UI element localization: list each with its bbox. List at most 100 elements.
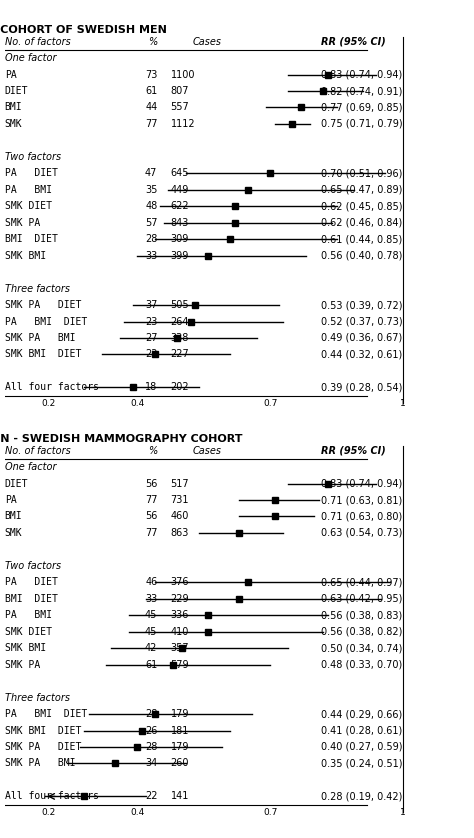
Text: PA   BMI  DIET: PA BMI DIET (5, 709, 87, 719)
Text: 0.56 (0.38, 0.82): 0.56 (0.38, 0.82) (321, 627, 402, 637)
Text: 61: 61 (145, 86, 157, 96)
Text: %: % (148, 446, 157, 456)
Text: 33: 33 (145, 594, 157, 604)
Text: Two factors: Two factors (5, 152, 61, 162)
Text: SMK PA: SMK PA (5, 660, 40, 670)
Text: 0.48 (0.33, 0.70): 0.48 (0.33, 0.70) (321, 660, 402, 670)
Text: SMK PA   DIET: SMK PA DIET (5, 742, 81, 752)
Text: Three factors: Three factors (5, 692, 70, 702)
Text: 410: 410 (171, 627, 189, 637)
Text: %: % (148, 37, 157, 47)
Text: 579: 579 (171, 660, 189, 670)
Text: 731: 731 (171, 495, 189, 505)
Text: SMK: SMK (5, 119, 22, 129)
Text: 0.62 (0.46, 0.84): 0.62 (0.46, 0.84) (321, 218, 402, 228)
Text: One factor: One factor (5, 462, 56, 472)
Text: 0.65 (0.47, 0.89): 0.65 (0.47, 0.89) (321, 185, 402, 194)
Text: 77: 77 (145, 528, 157, 538)
Text: 23: 23 (145, 317, 157, 327)
Text: 181: 181 (171, 726, 189, 736)
Text: 46: 46 (145, 577, 157, 587)
Text: 357: 357 (171, 644, 189, 653)
Text: 1: 1 (400, 399, 406, 408)
Text: SMK DIET: SMK DIET (5, 627, 52, 637)
Text: PA   BMI: PA BMI (5, 610, 52, 620)
Text: 77: 77 (145, 495, 157, 505)
Text: 0.83 (0.74, 0.94): 0.83 (0.74, 0.94) (321, 70, 402, 80)
Text: 309: 309 (171, 234, 189, 244)
Text: 22: 22 (145, 791, 157, 801)
Text: 0.71 (0.63, 0.81): 0.71 (0.63, 0.81) (321, 495, 402, 505)
Text: 48: 48 (145, 201, 157, 211)
Text: DIET: DIET (5, 86, 28, 96)
Text: 22: 22 (145, 349, 157, 360)
Text: PA: PA (5, 70, 17, 80)
Text: All four factors: All four factors (5, 791, 99, 801)
Text: SMK PA   DIET: SMK PA DIET (5, 300, 81, 310)
Text: 399: 399 (171, 251, 189, 261)
Text: 28: 28 (145, 234, 157, 244)
Text: 0.52 (0.37, 0.73): 0.52 (0.37, 0.73) (321, 317, 403, 327)
Text: SMK PA   BMI: SMK PA BMI (5, 758, 75, 768)
Text: 264: 264 (171, 317, 189, 327)
Text: 622: 622 (171, 201, 189, 211)
Text: BMI  DIET: BMI DIET (5, 234, 58, 244)
Text: PA   DIET: PA DIET (5, 168, 58, 178)
Text: 0.56 (0.40, 0.78): 0.56 (0.40, 0.78) (321, 251, 402, 261)
Text: 61: 61 (145, 660, 157, 670)
Text: 1100: 1100 (171, 70, 195, 80)
Text: BMI: BMI (5, 511, 22, 521)
Text: 0.75 (0.71, 0.79): 0.75 (0.71, 0.79) (321, 119, 403, 129)
Text: 56: 56 (145, 511, 157, 521)
Text: 229: 229 (171, 594, 189, 604)
Text: SMK BMI  DIET: SMK BMI DIET (5, 726, 81, 736)
Text: 18: 18 (145, 382, 157, 392)
Text: 0.44 (0.29, 0.66): 0.44 (0.29, 0.66) (321, 709, 402, 719)
Text: 0.77 (0.69, 0.85): 0.77 (0.69, 0.85) (321, 102, 402, 112)
Text: SMK DIET: SMK DIET (5, 201, 52, 211)
Text: 57: 57 (145, 218, 157, 228)
Text: 0.44 (0.32, 0.61): 0.44 (0.32, 0.61) (321, 349, 402, 360)
Text: 0.65 (0.44, 0.97): 0.65 (0.44, 0.97) (321, 577, 402, 587)
Text: Cases: Cases (193, 37, 222, 47)
Text: 45: 45 (145, 627, 157, 637)
Text: DIET: DIET (5, 478, 28, 489)
Text: 0.35 (0.24, 0.51): 0.35 (0.24, 0.51) (321, 758, 402, 768)
Text: 0.83 (0.74, 0.94): 0.83 (0.74, 0.94) (321, 478, 402, 489)
Text: 376: 376 (171, 577, 189, 587)
Text: 227: 227 (171, 349, 190, 360)
Text: 179: 179 (171, 709, 189, 719)
Text: 449: 449 (171, 185, 189, 194)
Text: 1112: 1112 (171, 119, 195, 129)
Text: 0.61 (0.44, 0.85): 0.61 (0.44, 0.85) (321, 234, 402, 244)
Text: 77: 77 (145, 119, 157, 129)
Text: 28: 28 (145, 709, 157, 719)
Text: 0.56 (0.38, 0.83): 0.56 (0.38, 0.83) (321, 610, 402, 620)
Text: 0.63 (0.54, 0.73): 0.63 (0.54, 0.73) (321, 528, 402, 538)
Text: SMK BMI: SMK BMI (5, 644, 46, 653)
Text: 141: 141 (171, 791, 189, 801)
Text: 34: 34 (145, 758, 157, 768)
Text: MEN - COHORT OF SWEDISH MEN: MEN - COHORT OF SWEDISH MEN (0, 25, 167, 35)
Text: 33: 33 (145, 251, 157, 261)
Text: 260: 260 (171, 758, 189, 768)
Text: PA: PA (5, 495, 17, 505)
Text: 0.53 (0.39, 0.72): 0.53 (0.39, 0.72) (321, 300, 402, 310)
Text: SMK BMI: SMK BMI (5, 251, 46, 261)
Text: 0.82 (0.74, 0.91): 0.82 (0.74, 0.91) (321, 86, 402, 96)
Text: BMI: BMI (5, 102, 22, 112)
Text: SMK BMI  DIET: SMK BMI DIET (5, 349, 81, 360)
Text: 0.7: 0.7 (263, 808, 277, 817)
Text: 557: 557 (171, 102, 190, 112)
Text: RR (95% CI): RR (95% CI) (321, 446, 386, 456)
Text: Two factors: Two factors (5, 561, 61, 571)
Text: 0.63 (0.42, 0.95): 0.63 (0.42, 0.95) (321, 594, 402, 604)
Text: RR (95% CI): RR (95% CI) (321, 37, 386, 47)
Text: 42: 42 (145, 644, 157, 653)
Text: 0.62 (0.45, 0.85): 0.62 (0.45, 0.85) (321, 201, 402, 211)
Text: 35: 35 (145, 185, 157, 194)
Text: 0.4: 0.4 (130, 808, 145, 817)
Text: 179: 179 (171, 742, 189, 752)
Text: 44: 44 (145, 102, 157, 112)
Text: 26: 26 (145, 726, 157, 736)
